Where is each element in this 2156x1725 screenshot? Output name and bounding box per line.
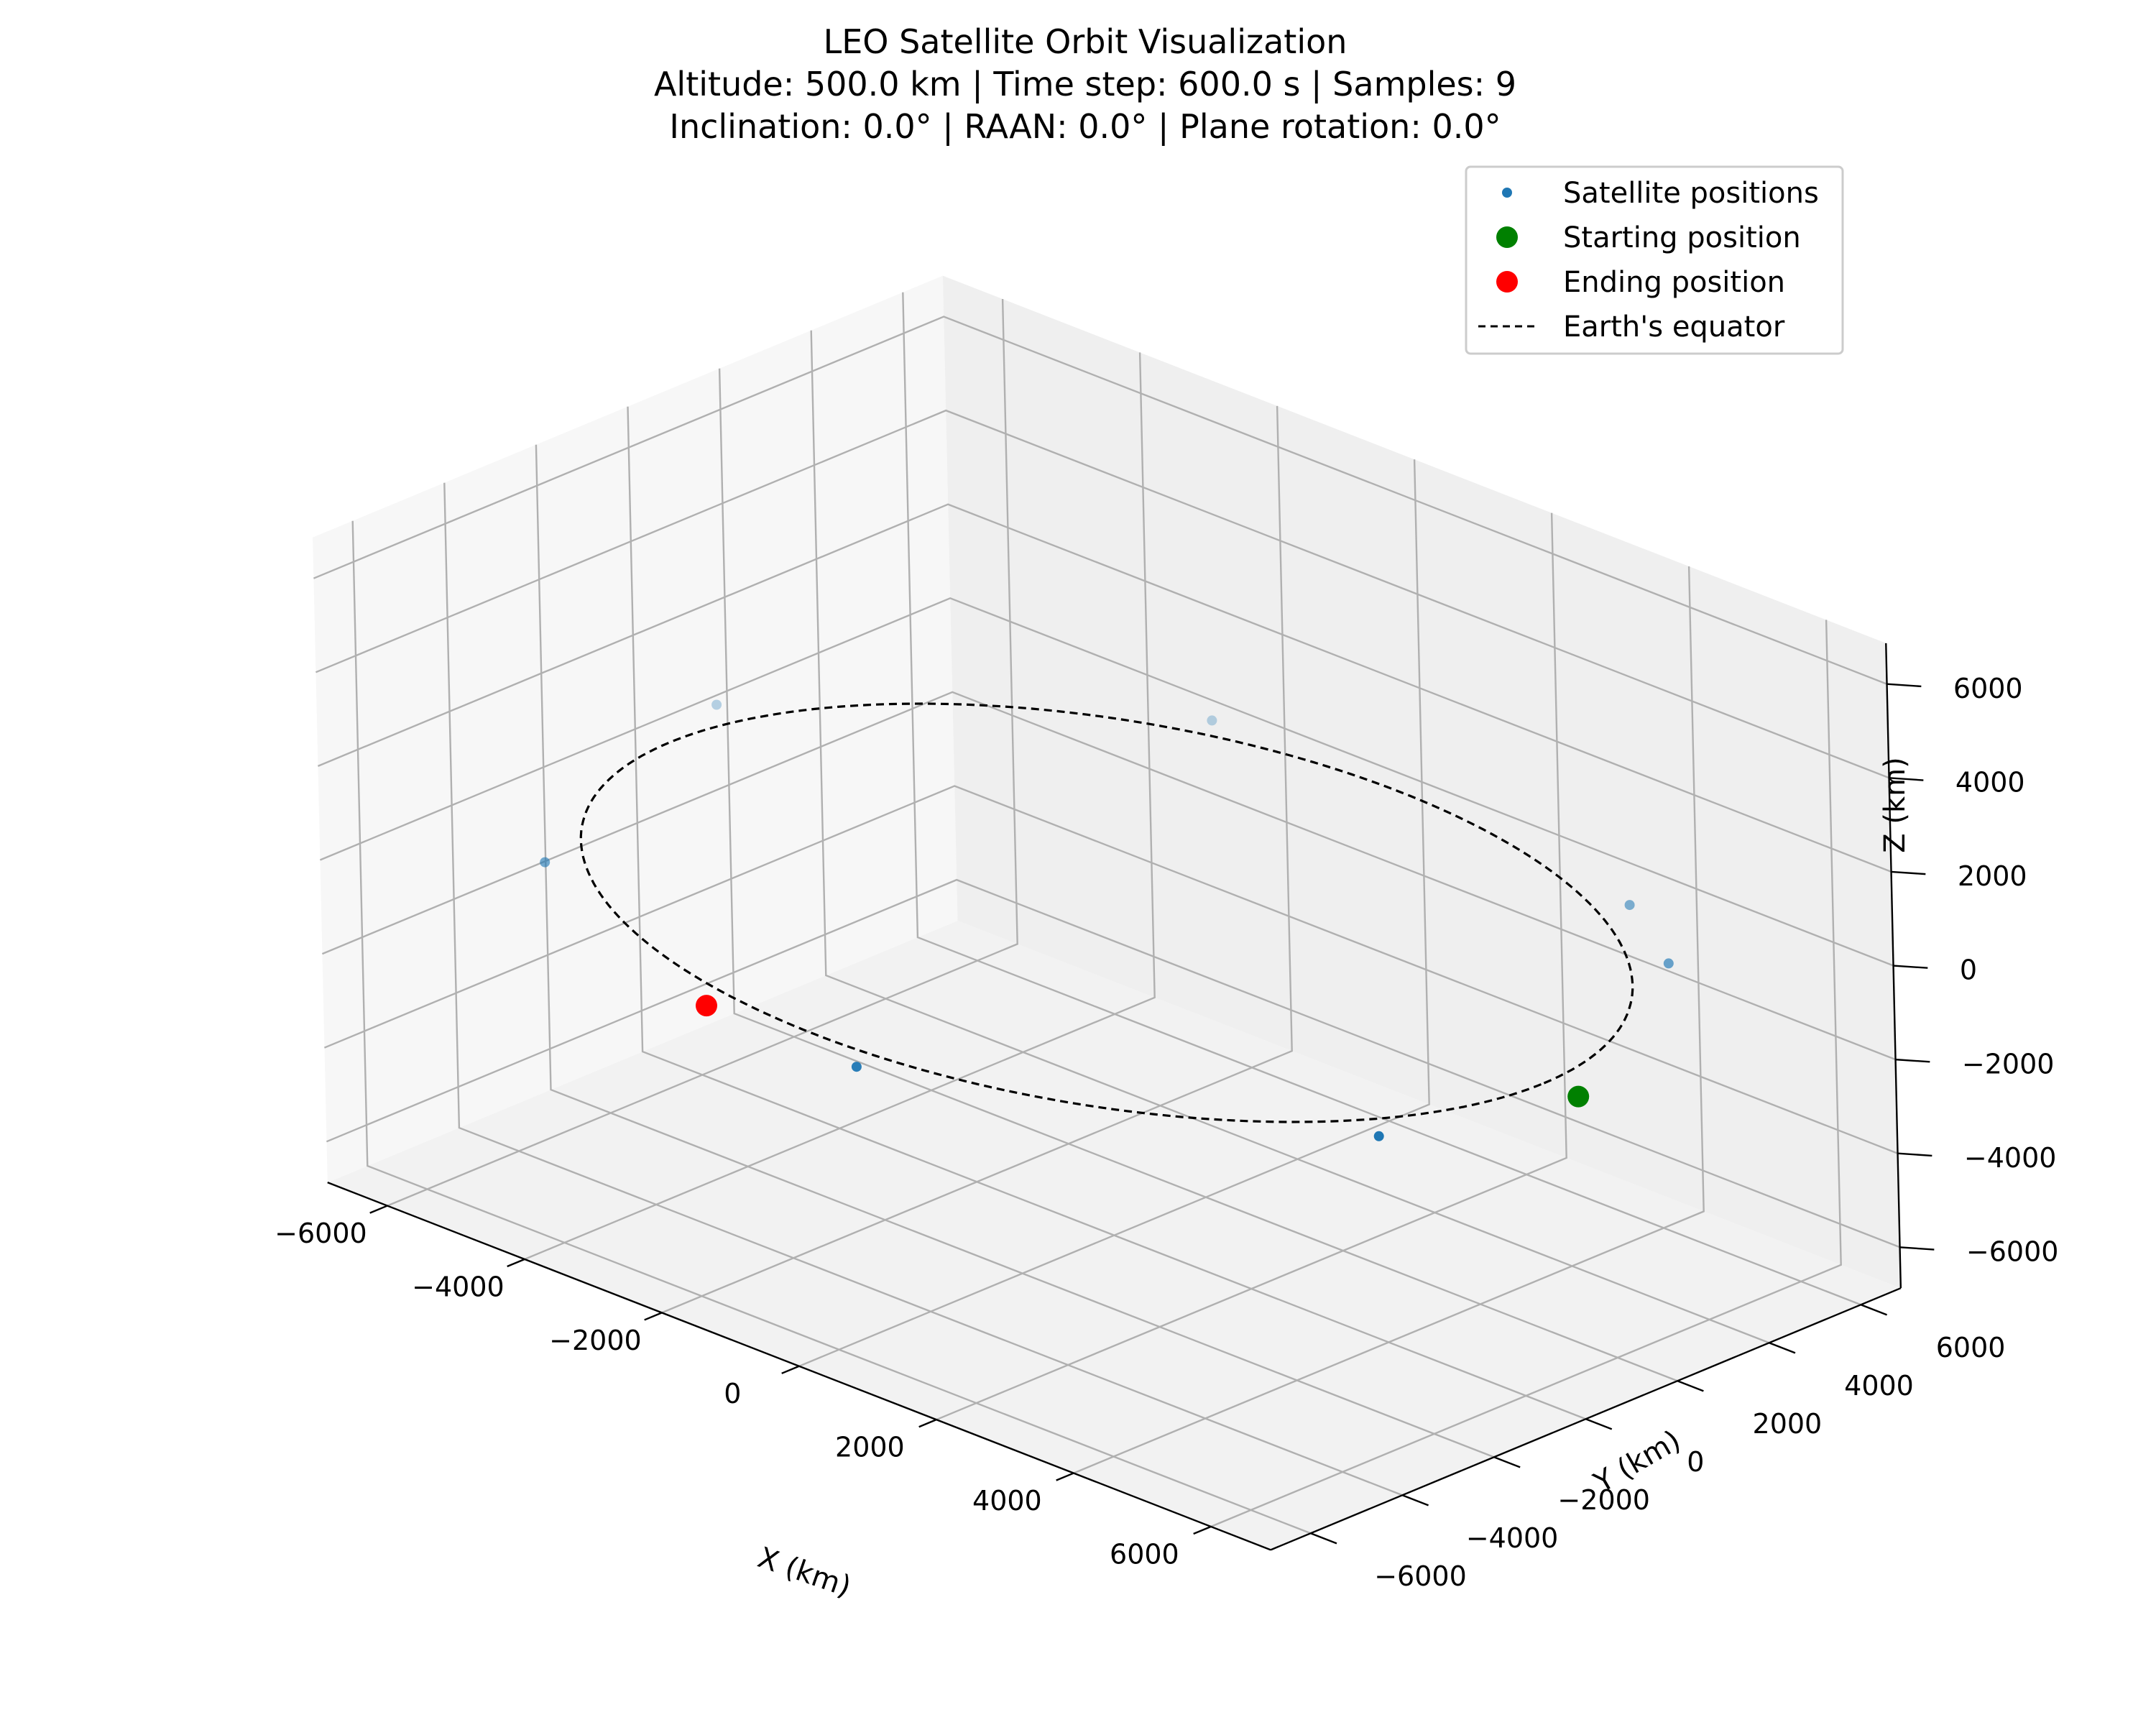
x-tick-label: 2000: [835, 1432, 905, 1463]
x-tick-label: −6000: [275, 1218, 367, 1249]
end-point: [696, 995, 717, 1017]
z-tick-label: −4000: [1964, 1142, 2057, 1174]
z-tick-label: −6000: [1966, 1236, 2059, 1268]
chart-subtitle-1: Altitude: 500.0 km | Time step: 600.0 s …: [654, 65, 1516, 104]
x-tick-mark: [369, 1205, 388, 1214]
x-tick-mark: [644, 1312, 663, 1321]
grid-line-z: [326, 878, 1901, 1248]
grid-line-y: [718, 368, 1678, 1382]
y-tick-mark: [1401, 1494, 1429, 1506]
axes-ticks: −6000 −6000 −6000 −4000 −4000 −4000 −2000 −2000…: [275, 673, 2058, 1592]
z-tick-label: 2000: [1958, 860, 2027, 892]
grid-line-x: [661, 405, 1293, 1314]
z-tick-label: 6000: [1953, 673, 2023, 704]
y-tick-mark: [1310, 1532, 1337, 1545]
plot-area: [540, 699, 1674, 1141]
z-axis-label: Z (km): [1879, 757, 1912, 852]
grid-line-x: [936, 512, 1567, 1421]
grid-line-y: [443, 482, 1403, 1496]
y-tick-label: 0: [1687, 1446, 1704, 1478]
grid-line-y: [627, 406, 1586, 1420]
y-tick-mark: [1769, 1342, 1796, 1354]
grid-line-z: [317, 503, 1892, 873]
y-tick-label: 4000: [1844, 1370, 1914, 1402]
z-tick-mark: [1897, 1152, 1932, 1157]
y-tick-label: −2000: [1557, 1484, 1650, 1516]
legend: Satellite positions Starting position En…: [1465, 165, 1844, 355]
legend-label-end: Ending position: [1563, 266, 1785, 299]
x-tick-label: 6000: [1110, 1538, 1179, 1570]
x-tick-label: 4000: [972, 1485, 1042, 1517]
grid-line-z: [315, 409, 1890, 779]
legend-marker-end: [1496, 271, 1518, 293]
y-tick-label: 6000: [1936, 1332, 2006, 1363]
satellite-point: [1624, 900, 1635, 911]
x-tick-label: 0: [724, 1378, 741, 1409]
satellite-point: [1207, 715, 1217, 726]
z-tick-label: 4000: [1955, 767, 2025, 799]
grid-line-z: [313, 316, 1888, 685]
z-tick-mark: [1895, 1058, 1930, 1063]
grid-line-x: [798, 459, 1430, 1367]
z-tick-label: −2000: [1962, 1048, 2055, 1080]
legend-frame: [1465, 165, 1844, 355]
y-tick-mark: [1860, 1304, 1888, 1316]
legend-label-satellite: Satellite positions: [1563, 177, 1819, 210]
satellite-point: [540, 857, 550, 868]
y-tick-mark: [1585, 1418, 1613, 1430]
grid-line-y: [902, 292, 1861, 1306]
z-tick-mark: [1886, 683, 1922, 688]
x-tick-label: −4000: [412, 1271, 505, 1302]
grid-line-z: [323, 785, 1899, 1154]
x-tick-label: −2000: [549, 1325, 642, 1356]
satellite-point: [711, 699, 722, 710]
chart-title: LEO Satellite Orbit Visualization: [824, 22, 1348, 61]
y-tick-label: −4000: [1466, 1522, 1559, 1554]
y-tick-mark: [1493, 1456, 1521, 1468]
x-tick-mark: [918, 1419, 937, 1428]
x-tick-mark: [1056, 1472, 1074, 1481]
legend-label-equator: Earth's equator: [1563, 310, 1785, 344]
grid-line-x: [387, 298, 1018, 1207]
x-tick-mark: [507, 1258, 525, 1268]
x-tick-mark: [781, 1365, 800, 1374]
legend-marker-satellite: [1502, 188, 1512, 198]
legend-marker-start: [1496, 226, 1518, 248]
grid-line-z: [319, 597, 1894, 967]
z-tick-mark: [1889, 777, 1924, 781]
y-axis-line: [1270, 1287, 1902, 1551]
grid-line-z: [321, 691, 1897, 1061]
grid-line-y: [535, 444, 1495, 1458]
grid-line-x: [524, 352, 1156, 1261]
axes-panes: [313, 275, 1901, 1550]
satellite-point: [1373, 1131, 1384, 1141]
legend-label-start: Starting position: [1563, 221, 1801, 254]
x-tick-mark: [1193, 1525, 1212, 1535]
grid-line-y: [810, 330, 1770, 1344]
grid-line-x: [1210, 620, 1842, 1528]
z-tick-mark: [1899, 1246, 1935, 1251]
grid-line-y: [351, 520, 1312, 1535]
z-tick-label: 0: [1960, 954, 1977, 986]
x-axis-label: X (km): [754, 1541, 855, 1604]
z-tick-mark: [1893, 965, 1928, 969]
satellite-point: [851, 1062, 862, 1072]
y-tick-label: 2000: [1753, 1408, 1823, 1440]
grid-line-x: [1073, 566, 1705, 1474]
satellite-point: [1663, 958, 1674, 969]
start-point: [1567, 1085, 1590, 1108]
chart-subtitle-2: Inclination: 0.0° | RAAN: 0.0° | Plane r…: [669, 107, 1501, 147]
axes-grid: [313, 292, 1901, 1535]
y-tick-mark: [1677, 1380, 1704, 1392]
y-tick-label: −6000: [1374, 1560, 1467, 1592]
z-tick-mark: [1891, 870, 1926, 875]
equator-line: [579, 702, 1634, 1123]
